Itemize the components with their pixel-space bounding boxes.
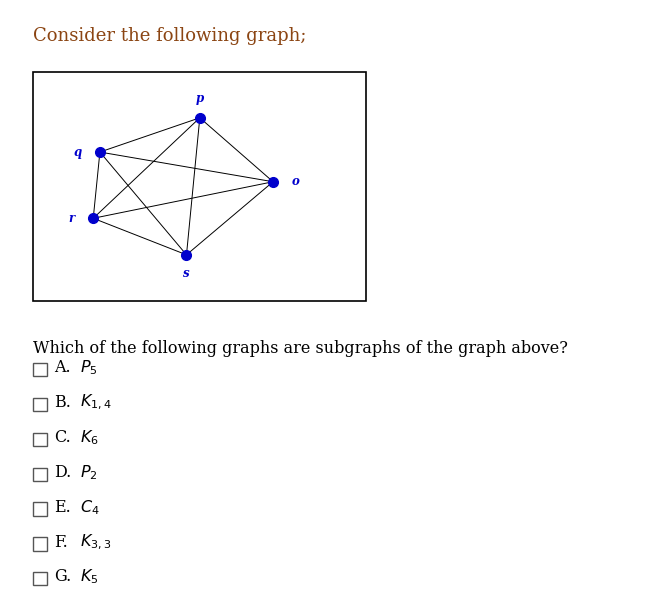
- Bar: [33, 363, 47, 376]
- Text: A.: A.: [55, 359, 71, 376]
- Text: p: p: [196, 92, 204, 105]
- Bar: [33, 72, 366, 300]
- Text: Consider the following graph;: Consider the following graph;: [33, 27, 307, 45]
- Text: C.: C.: [55, 429, 71, 446]
- Bar: [33, 537, 47, 551]
- Text: $P_5$: $P_5$: [80, 358, 97, 377]
- Text: $P_2$: $P_2$: [80, 463, 97, 482]
- Text: s: s: [183, 267, 190, 281]
- Text: E.: E.: [55, 499, 71, 516]
- Text: $K_5$: $K_5$: [80, 567, 99, 587]
- Bar: [33, 502, 47, 516]
- Bar: [33, 433, 47, 446]
- Bar: [33, 468, 47, 481]
- Text: $K_{3,3}$: $K_{3,3}$: [80, 532, 111, 552]
- Text: $C_4$: $C_4$: [80, 498, 99, 517]
- Text: B.: B.: [55, 394, 71, 411]
- Bar: [33, 398, 47, 411]
- Text: $K_{1,4}$: $K_{1,4}$: [80, 393, 112, 412]
- Text: G.: G.: [55, 569, 72, 585]
- Text: D.: D.: [55, 464, 72, 481]
- Text: $K_6$: $K_6$: [80, 428, 99, 447]
- Text: Which of the following graphs are subgraphs of the graph above?: Which of the following graphs are subgra…: [33, 340, 568, 356]
- Text: o: o: [292, 175, 299, 188]
- Bar: [33, 572, 47, 585]
- Text: r: r: [69, 212, 75, 225]
- Text: F.: F.: [55, 534, 68, 551]
- Text: q: q: [73, 145, 82, 159]
